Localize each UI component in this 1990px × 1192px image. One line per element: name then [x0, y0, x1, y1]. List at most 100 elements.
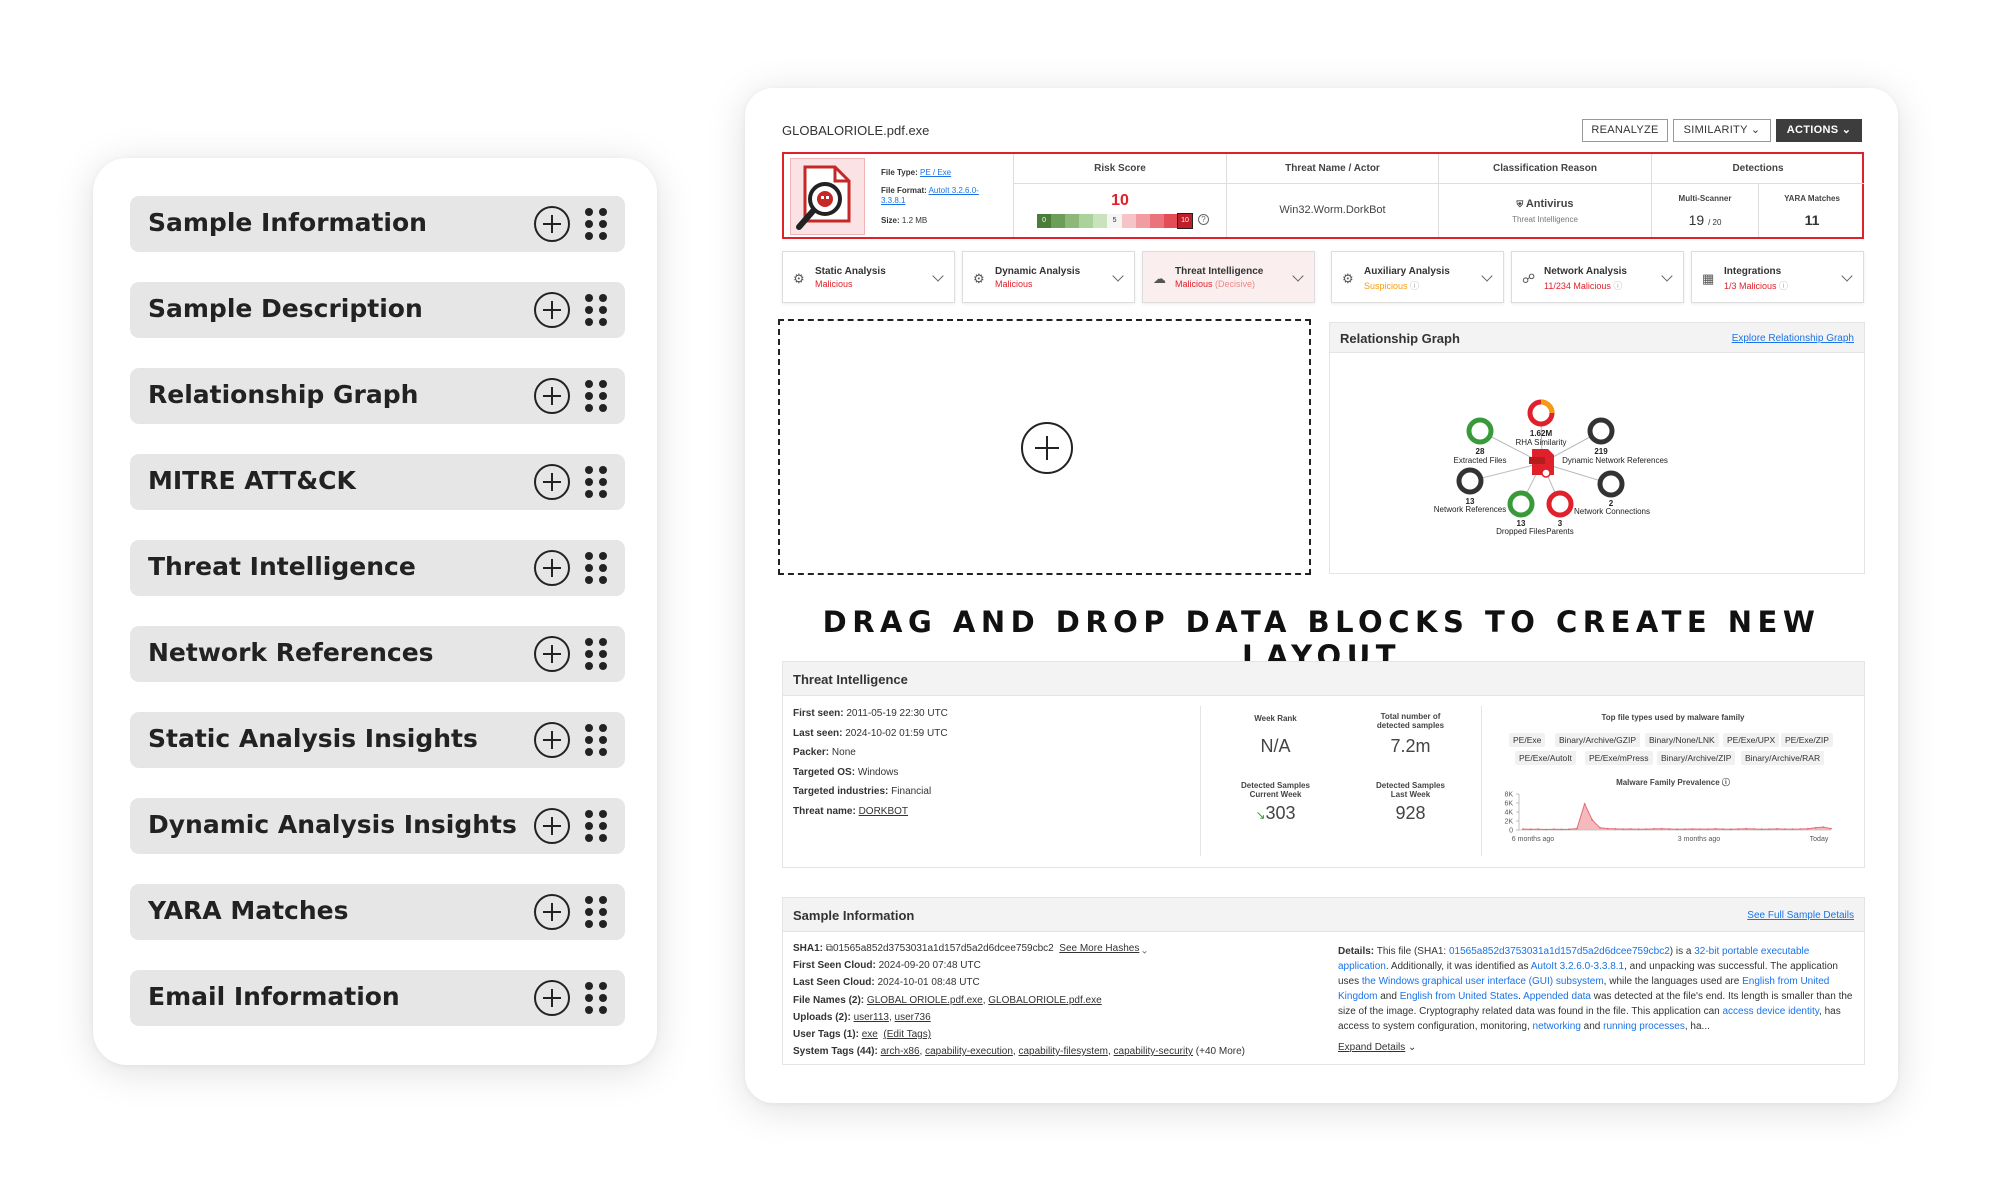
week-rank-value: N/A	[1260, 736, 1291, 756]
actions-button[interactable]: ACTIONS ⌄	[1776, 119, 1862, 142]
add-block-button[interactable]	[534, 894, 570, 930]
palette-item-relationship-graph[interactable]: Relationship Graph	[130, 368, 625, 424]
uploader-link[interactable]: user736	[894, 1012, 931, 1023]
info-icon[interactable]: ⓘ	[1721, 778, 1730, 787]
chevron-down-icon[interactable]: ⌄	[1142, 943, 1147, 954]
add-block-button[interactable]	[534, 550, 570, 586]
drag-handle-icon[interactable]	[585, 294, 607, 326]
palette-item-sample-description[interactable]: Sample Description	[130, 282, 625, 338]
prevalence-line	[1522, 802, 1832, 831]
palette-item-static-analysis-insights[interactable]: Static Analysis Insights	[130, 712, 625, 768]
system-tag-link[interactable]: arch-x86	[880, 1046, 920, 1057]
graph-node-extracted-files[interactable]: 28 Extracted Files	[1454, 417, 1507, 465]
file-name-link[interactable]: GLOBAL ORIOLE.pdf.exe	[866, 995, 983, 1006]
info-icon[interactable]: ⓘ	[1410, 281, 1420, 291]
add-block-button[interactable]	[534, 808, 570, 844]
info-icon[interactable]: ⓘ	[1779, 281, 1789, 291]
graph-node-parents[interactable]: 3 Parents	[1546, 490, 1574, 536]
current-week-value: 303	[1265, 803, 1296, 823]
file-node-icon[interactable]	[1529, 449, 1554, 478]
chevron-down-icon[interactable]: ⌄	[1408, 1042, 1417, 1053]
drag-handle-icon[interactable]	[585, 982, 607, 1014]
palette-item-email-information[interactable]: Email Information	[130, 970, 625, 1026]
add-block-button[interactable]	[534, 980, 570, 1016]
info-icon[interactable]: ⓘ	[1613, 281, 1623, 291]
details-link[interactable]: AutoIt 3.2.6.0-3.3.8.1	[1530, 961, 1625, 972]
system-tag-link[interactable]: capability-security	[1113, 1046, 1194, 1057]
drag-handle-icon[interactable]	[585, 208, 607, 240]
details-link[interactable]: the Windows graphical user interface (GU…	[1361, 976, 1604, 987]
drag-handle-icon[interactable]	[585, 552, 607, 584]
data-point	[1591, 819, 1594, 821]
threat-name-link[interactable]: DORKBOT	[858, 806, 909, 817]
palette-item-threat-intelligence[interactable]: Threat Intelligence	[130, 540, 625, 596]
help-icon[interactable]: ?	[1198, 214, 1209, 225]
add-block-button[interactable]	[534, 378, 570, 414]
graph-node-rha-similarity[interactable]: 1.62M RHA Similarity	[1515, 399, 1567, 447]
details-link[interactable]: networking	[1532, 1021, 1581, 1032]
details-link[interactable]: English from United States	[1399, 991, 1519, 1002]
panel-header: Threat Intelligence	[783, 662, 1864, 696]
drag-handle-icon[interactable]	[585, 638, 607, 670]
drag-handle-icon[interactable]	[585, 724, 607, 756]
palette-item-yara-matches[interactable]: YARA Matches	[130, 884, 625, 940]
drag-handle-icon[interactable]	[585, 466, 607, 498]
add-block-icon[interactable]	[1021, 422, 1073, 474]
relationship-graph[interactable]: 28 Extracted Files 1.62M RHA Similarity …	[1330, 353, 1866, 575]
add-block-button[interactable]	[534, 292, 570, 328]
palette-item-dynamic-analysis-insights[interactable]: Dynamic Analysis Insights	[130, 798, 625, 854]
reanalyze-button[interactable]: REANALYZE	[1582, 119, 1668, 142]
system-tag-link[interactable]: capability-filesystem	[1018, 1046, 1108, 1057]
details-link[interactable]: 32-bit portable executable application	[1338, 946, 1810, 972]
graph-node-network-connections[interactable]: 2 Network Connections	[1574, 470, 1650, 516]
copy-icon[interactable]: ⧉	[825, 943, 833, 954]
explore-graph-link[interactable]: Explore Relationship Graph	[1731, 333, 1854, 344]
tab-network-analysis[interactable]: ☍ Network Analysis 11/234 Malicious ⓘ	[1511, 251, 1684, 303]
see-more-hashes-link[interactable]: See More Hashes	[1059, 943, 1140, 954]
file-format-link[interactable]: AutoIt 3.2.6.0-3.3.8.1	[881, 186, 979, 205]
similarity-button[interactable]: SIMILARITY ⌄	[1673, 119, 1771, 142]
details-link[interactable]: access device identity	[1722, 1006, 1820, 1017]
drag-handle-icon[interactable]	[585, 896, 607, 928]
add-block-button[interactable]	[534, 464, 570, 500]
graph-node-dynamic-network-references[interactable]: 219 Dynamic Network References	[1562, 417, 1668, 465]
expand-details-link[interactable]: Expand Details	[1338, 1042, 1406, 1053]
add-block-button[interactable]	[534, 206, 570, 242]
edit-tags-link[interactable]: (Edit Tags)	[883, 1029, 932, 1040]
palette-item-network-references[interactable]: Network References	[130, 626, 625, 682]
uploader-link[interactable]: user113	[853, 1012, 889, 1023]
drag-handle-icon[interactable]	[585, 810, 607, 842]
drag-handle-icon[interactable]	[585, 380, 607, 412]
tab-dynamic-analysis[interactable]: ⚙ Dynamic Analysis Malicious	[962, 251, 1135, 303]
targeted-os-label: Targeted OS:	[793, 767, 856, 778]
details-link[interactable]: English from United Kingdom	[1338, 976, 1830, 1002]
palette-item-sample-information[interactable]: Sample Information	[130, 196, 625, 252]
yara-label: YARA Matches	[1784, 194, 1840, 203]
node-count: 13	[1466, 497, 1475, 506]
graph-node-dropped-files[interactable]: 13 Dropped Files	[1496, 490, 1546, 536]
tab-threat-intelligence[interactable]: ☁ Threat Intelligence Malicious (Decisiv…	[1142, 251, 1315, 303]
add-block-button[interactable]	[534, 636, 570, 672]
graph-node-network-references[interactable]: 13 Network References	[1434, 467, 1506, 514]
data-point	[1699, 828, 1701, 830]
more-tags-count[interactable]: (+40 More)	[1195, 1046, 1245, 1057]
palette-item-mitre-attack[interactable]: MITRE ATT&CK	[130, 454, 625, 510]
tab-integrations[interactable]: ▦ Integrations 1/3 Malicious ⓘ	[1691, 251, 1864, 303]
full-sample-details-link[interactable]: See Full Sample Details	[1747, 910, 1854, 921]
multiscanner-value-row[interactable]: 19 / 20	[1652, 212, 1758, 228]
details-link[interactable]: Appended data	[1523, 991, 1591, 1002]
system-tag-link[interactable]: capability-execution	[925, 1046, 1013, 1057]
file-name-link[interactable]: GLOBALORIOLE.pdf.exe	[988, 995, 1102, 1006]
node-count: 3	[1558, 519, 1563, 528]
details-link[interactable]: running processes	[1603, 1021, 1685, 1032]
details-link[interactable]: 01565a852d3753031a1d157d5a2d6dcee759cbc2	[1448, 946, 1670, 957]
tab-static-analysis[interactable]: ⚙ Static Analysis Malicious	[782, 251, 955, 303]
details-label: Details:	[1338, 946, 1375, 957]
user-tag-link[interactable]: exe	[861, 1029, 878, 1040]
tab-auxiliary-analysis[interactable]: ⚙ Auxiliary Analysis Suspicious ⓘ	[1331, 251, 1504, 303]
add-block-button[interactable]	[534, 722, 570, 758]
file-type-link[interactable]: PE / Exe	[919, 168, 952, 177]
yara-value[interactable]: 11	[1804, 212, 1820, 228]
sample-information-panel: Sample Information See Full Sample Detai…	[782, 897, 1865, 1065]
block-drop-zone[interactable]	[778, 319, 1311, 575]
